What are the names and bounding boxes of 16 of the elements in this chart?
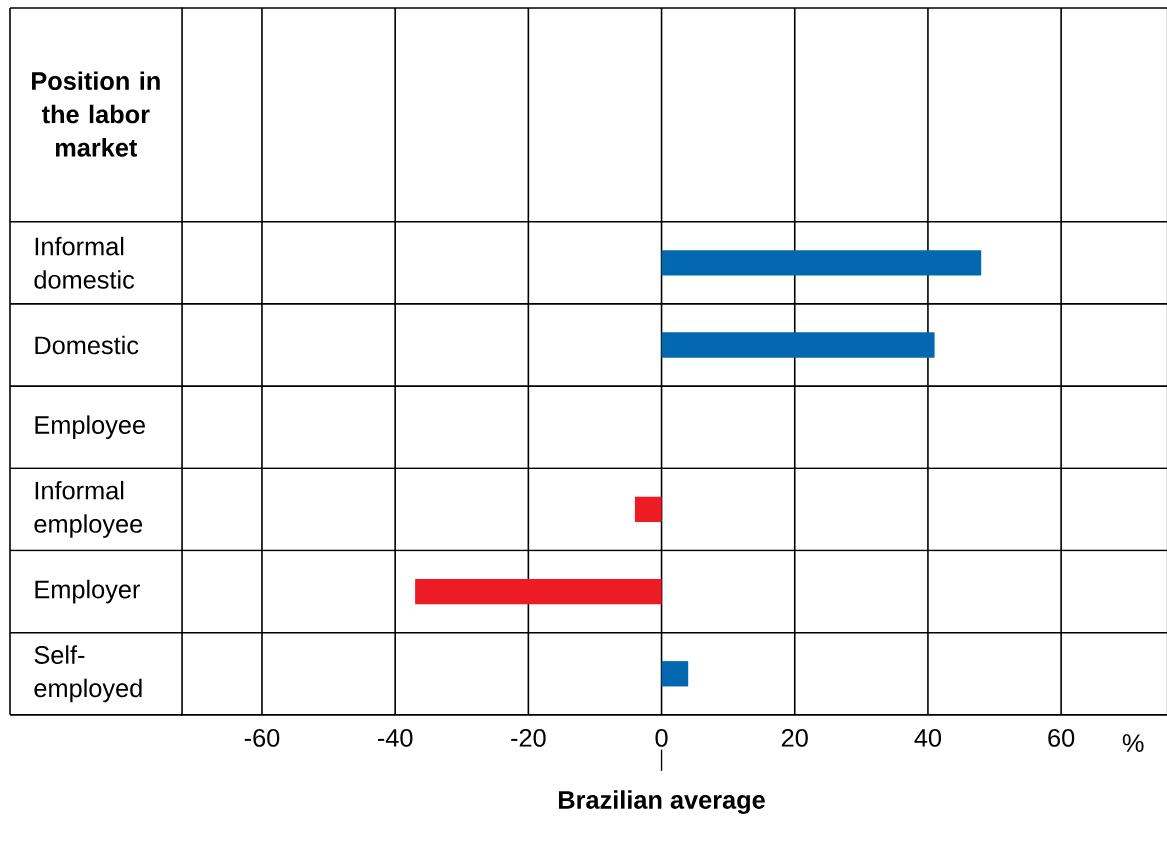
x-tick-label: 0 <box>655 728 668 747</box>
x-tick-label: 40 <box>914 728 942 747</box>
y-tick-label: Self-employed <box>34 645 142 703</box>
x-tick-label: -20 <box>511 728 546 747</box>
x-tick-label: 60 <box>1048 728 1075 747</box>
x-axis-title: % <box>1122 734 1144 752</box>
x-tick-label: 20 <box>781 728 808 747</box>
x-tick-label: -40 <box>377 728 413 747</box>
ref-line-label: Brazilian average <box>559 790 765 814</box>
y-axis-title: Position in the labor market <box>32 71 160 157</box>
y-tick-label: Informal domestic <box>34 236 135 289</box>
y-tick-label: Informal employee <box>34 480 143 538</box>
y-tick-label: Domestic <box>35 335 139 355</box>
y-tick-label: Employer <box>35 579 140 604</box>
y-tick-label: Employee <box>35 415 145 439</box>
x-tick-label: -60 <box>244 728 280 747</box>
